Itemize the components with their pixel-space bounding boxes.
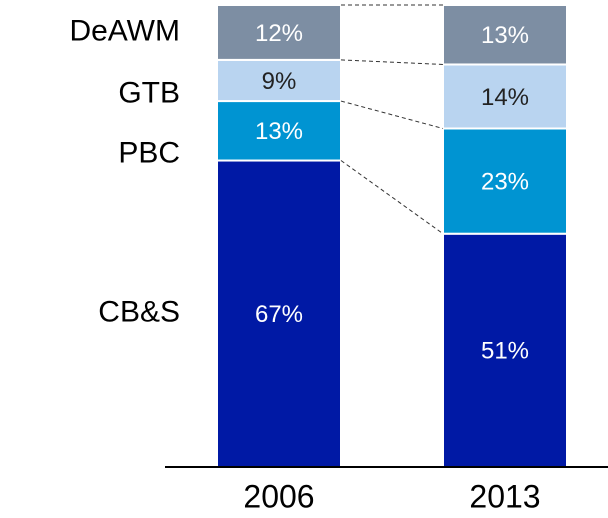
connector <box>340 59 444 65</box>
bar-segment <box>216 100 342 162</box>
value-label: 51% <box>481 338 529 365</box>
bar-segment <box>442 4 568 66</box>
legend-label: CB&S <box>98 296 180 329</box>
x-tick-label: 2013 <box>469 478 540 514</box>
value-label: 13% <box>255 118 303 145</box>
legend-label: PBC <box>118 137 180 170</box>
value-label: 67% <box>255 301 303 328</box>
connector <box>340 160 444 235</box>
legend-label: DeAWM <box>69 14 180 47</box>
value-label: 9% <box>262 68 297 95</box>
connector <box>340 100 444 129</box>
value-label: 12% <box>255 20 303 47</box>
bar-segment <box>216 4 342 61</box>
value-label: 13% <box>481 22 529 49</box>
legend-label: GTB <box>118 76 180 109</box>
value-label: 23% <box>481 168 529 195</box>
bar-segment <box>216 159 342 468</box>
value-label: 14% <box>481 84 529 111</box>
bar-segment <box>442 232 568 468</box>
bar-segment <box>442 63 568 130</box>
x-tick-label: 2006 <box>243 478 314 514</box>
bar-segment <box>442 127 568 235</box>
